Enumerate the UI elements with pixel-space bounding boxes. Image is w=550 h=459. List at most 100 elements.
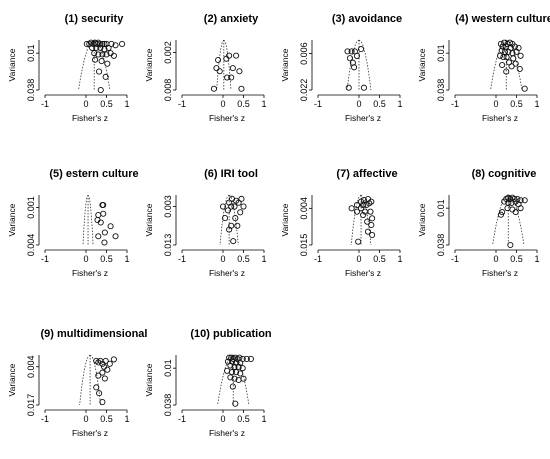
data-point xyxy=(227,362,234,369)
data-point xyxy=(233,52,240,59)
data-point xyxy=(367,208,374,215)
y-tick-label: 0.002 xyxy=(163,41,173,64)
data-point xyxy=(231,203,238,210)
data-point xyxy=(112,233,119,240)
data-point xyxy=(366,200,373,207)
x-tick-label: 0 xyxy=(220,254,225,264)
data-point xyxy=(353,52,361,59)
y-tick-label: 0.015 xyxy=(299,234,309,257)
data-point xyxy=(364,228,372,235)
funnel-line-right xyxy=(508,194,525,246)
data-point xyxy=(100,210,107,217)
data-point xyxy=(96,68,103,75)
funnel-line-right xyxy=(233,354,250,406)
data-point xyxy=(234,222,241,229)
data-point xyxy=(91,50,98,57)
data-point xyxy=(521,197,528,204)
y-tick-label: 0.01 xyxy=(26,44,36,62)
panel-title: (3) avoidance xyxy=(332,13,402,25)
data-point xyxy=(513,48,520,55)
data-point xyxy=(101,375,108,382)
funnel-line-left xyxy=(78,39,95,91)
data-point xyxy=(95,39,102,46)
data-point xyxy=(369,215,376,222)
funnel-line-left xyxy=(350,194,362,246)
funnel-line-right xyxy=(228,194,239,246)
data-point xyxy=(508,199,515,206)
data-point xyxy=(507,241,514,249)
x-tick-label: 0.5 xyxy=(100,414,113,424)
x-tick-label: 0.5 xyxy=(510,99,523,109)
x-tick-label: 0 xyxy=(83,99,88,109)
x-tick-label: -1 xyxy=(451,254,459,264)
x-tick-label: 0 xyxy=(220,99,225,109)
funnel-panel-9: (9) multidimensional -1 0 0.5 1 Fisher's z 0.0… xyxy=(7,328,147,438)
x-tick-label: 1 xyxy=(124,99,129,109)
funnel-panel-3: (3) avoidance -1 0 0.5 1 Fisher's z 0.006 0.022… xyxy=(280,13,403,123)
funnel-panel-10: (10) publication -1 0 0.5 1 Fisher's z 0.01 0.0… xyxy=(144,328,272,438)
data-point xyxy=(510,55,517,62)
data-point xyxy=(110,52,117,59)
funnel-line-left xyxy=(216,39,225,91)
x-axis-title: Fisher's z xyxy=(209,113,245,123)
data-point xyxy=(221,215,229,222)
y-axis-title: Variance xyxy=(7,363,17,396)
data-point xyxy=(95,51,102,58)
data-point xyxy=(351,64,358,71)
data-point xyxy=(360,201,367,209)
data-point xyxy=(501,198,508,205)
x-tick-label: -1 xyxy=(451,99,459,109)
x-tick-label: 1 xyxy=(261,414,266,424)
data-point xyxy=(93,44,100,51)
y-axis-title: Variance xyxy=(280,203,290,236)
data-point xyxy=(226,52,233,59)
y-tick-label: 0.004 xyxy=(26,355,36,378)
data-point xyxy=(96,40,103,47)
data-point xyxy=(107,223,114,230)
data-point xyxy=(213,65,220,72)
panel-title: (9) multidimensional xyxy=(41,328,148,340)
y-tick-label: 0.006 xyxy=(299,42,309,65)
y-tick-label: 0.004 xyxy=(299,197,309,220)
x-axis-title: Fisher's z xyxy=(72,268,108,278)
data-point xyxy=(104,60,111,67)
x-tick-label: 0 xyxy=(83,414,88,424)
data-point xyxy=(497,52,504,59)
x-axis-title: Fisher's z xyxy=(482,113,518,123)
x-tick-label: 1 xyxy=(397,99,402,109)
y-tick-label: 0.038 xyxy=(436,79,446,102)
x-tick-label: -1 xyxy=(41,414,49,424)
funnel-panel-2: (2) anxiety -1 0 0.5 1 Fisher's z 0.002 0.008 Va… xyxy=(144,13,267,123)
x-tick-label: 0.5 xyxy=(373,254,386,264)
x-axis-title: Fisher's z xyxy=(72,428,108,438)
x-tick-label: 0.5 xyxy=(100,254,113,264)
data-point xyxy=(231,363,238,370)
data-point xyxy=(503,54,510,61)
data-point xyxy=(216,68,223,75)
data-point xyxy=(243,355,250,362)
data-point xyxy=(236,68,243,75)
data-point xyxy=(235,363,242,370)
data-point xyxy=(235,199,242,206)
y-axis-title: Variance xyxy=(144,363,154,396)
data-point xyxy=(521,85,528,92)
y-axis-title: Variance xyxy=(144,48,154,81)
data-point xyxy=(97,86,104,94)
data-point xyxy=(353,201,361,209)
y-axis-title: Variance xyxy=(7,48,17,81)
data-point xyxy=(501,39,508,46)
panel-title: (4) western culture xyxy=(455,13,550,25)
data-point xyxy=(237,209,244,216)
data-point xyxy=(86,40,93,47)
funnel-line-right xyxy=(506,39,523,91)
x-tick-label: -1 xyxy=(41,99,49,109)
data-point xyxy=(505,48,512,55)
x-tick-label: 0 xyxy=(356,254,361,264)
x-tick-label: 0 xyxy=(83,254,88,264)
x-tick-label: -1 xyxy=(314,99,322,109)
data-point xyxy=(224,74,231,81)
data-point xyxy=(232,400,239,407)
data-point xyxy=(101,239,108,246)
data-point xyxy=(95,233,102,240)
